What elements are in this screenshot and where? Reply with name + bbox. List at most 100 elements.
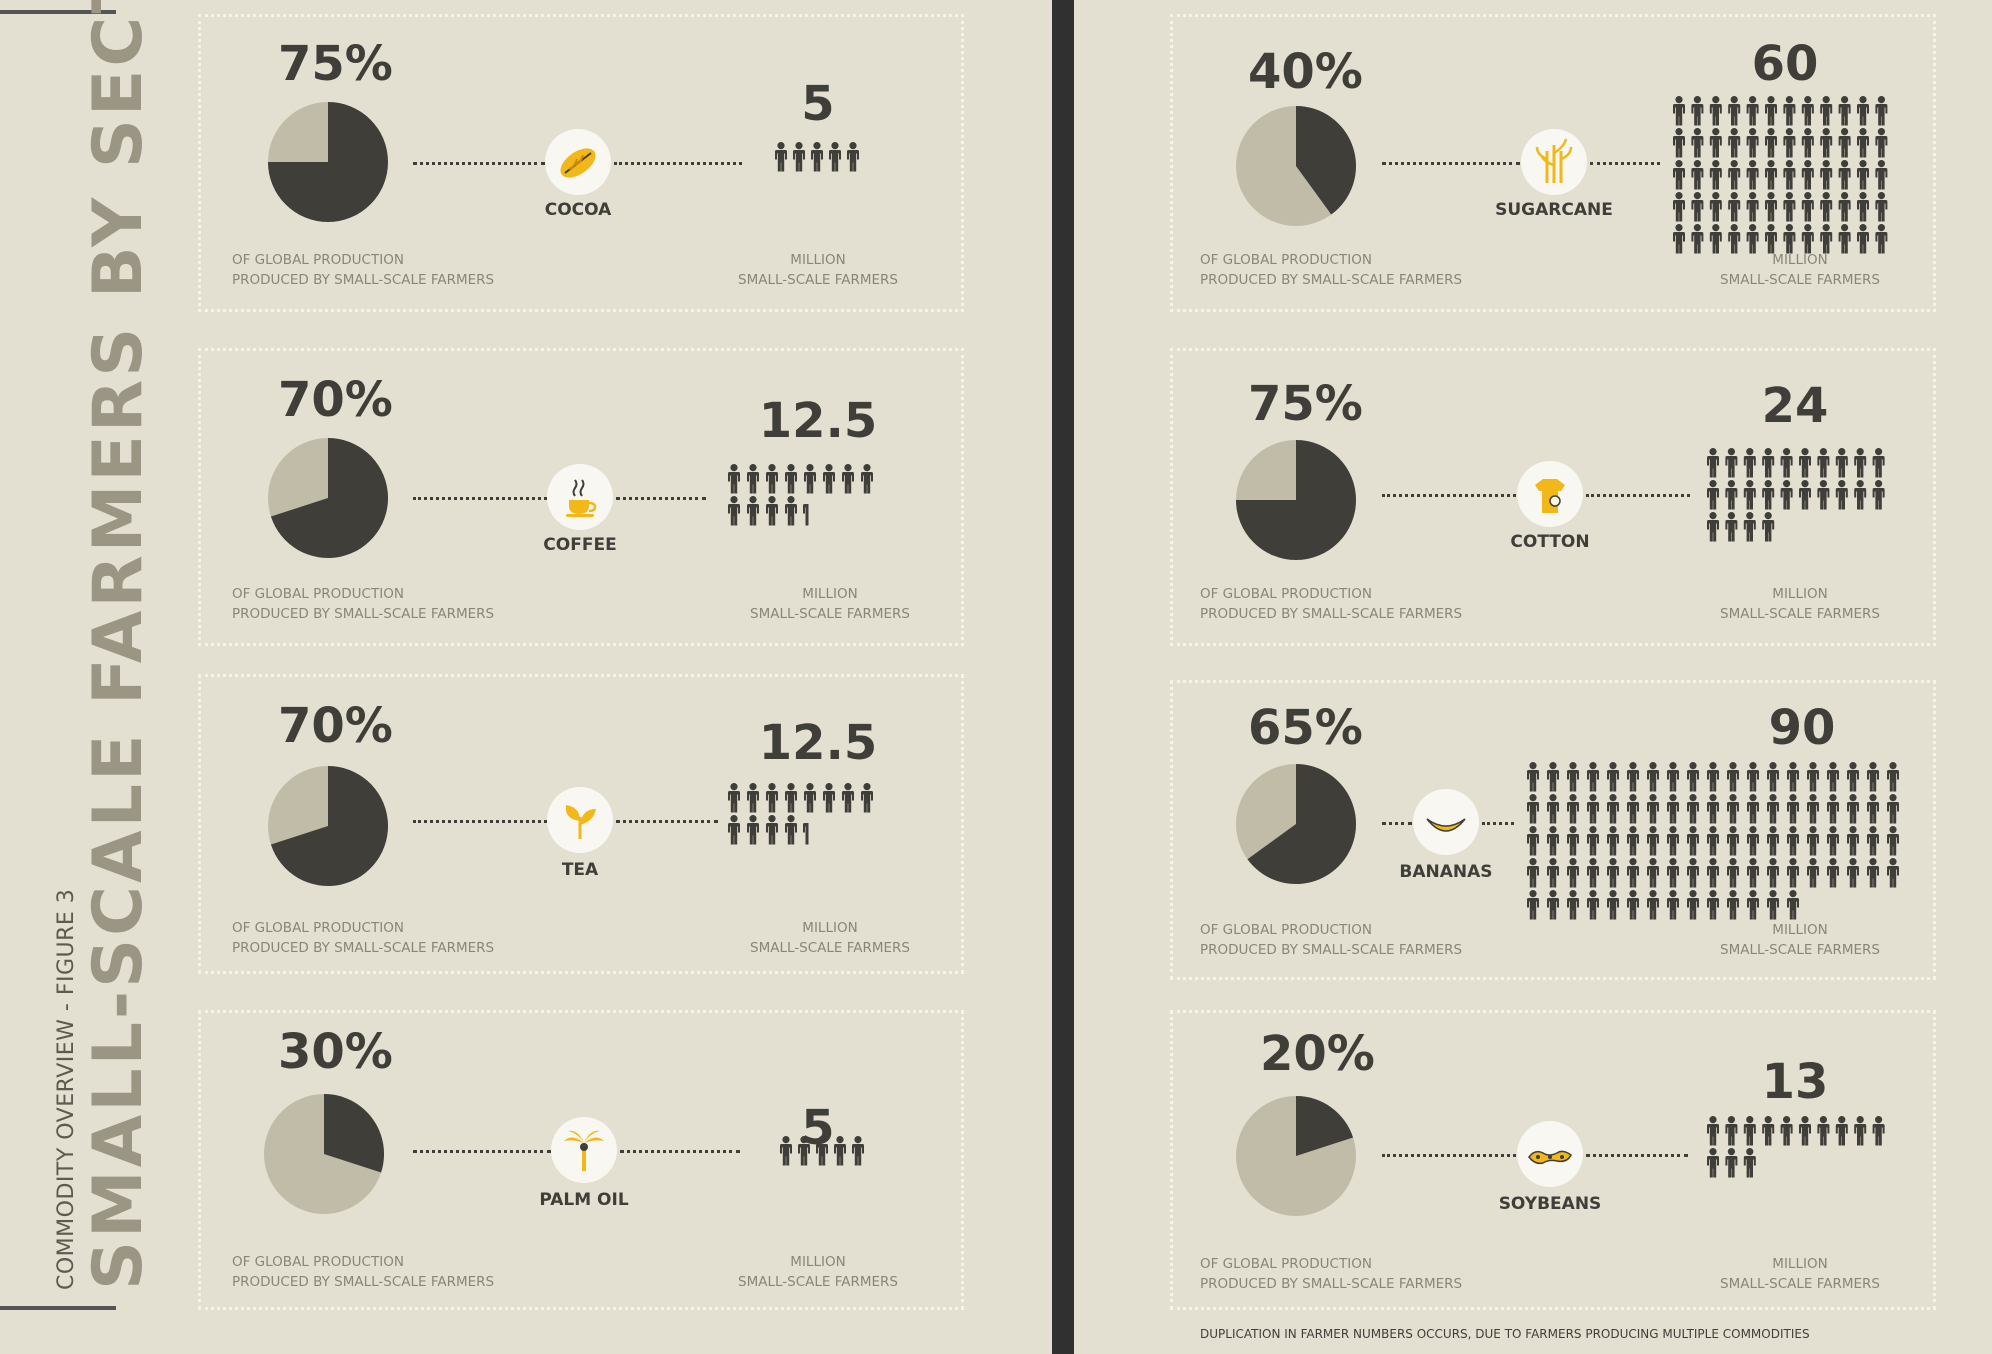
farmer-figure <box>1867 794 1879 824</box>
soybeans-production-label: OF GLOBAL PRODUCTION PRODUCED BY SMALL-SC… <box>1200 1254 1462 1294</box>
farmers-label-line2: SMALL-SCALE FARMERS <box>1720 1276 1880 1292</box>
tea-share-percent: 70% <box>278 698 393 754</box>
farmer-figure <box>1817 480 1830 510</box>
palm-oil-farmers-label: MILLION SMALL-SCALE FARMERS <box>698 1252 938 1292</box>
farmer-figure <box>1780 448 1793 478</box>
farmer-figure <box>1787 762 1799 792</box>
pie-share-slice <box>1296 1096 1354 1156</box>
farmer-figure <box>1857 160 1869 190</box>
production-label-line1: OF GLOBAL PRODUCTION <box>1200 1256 1372 1272</box>
farmer-figure <box>852 1136 864 1166</box>
farmer-figure <box>1762 1116 1775 1146</box>
farmer-figure <box>1827 794 1839 824</box>
farmer-figure <box>1567 794 1579 824</box>
farmer-figure <box>803 504 809 526</box>
coffee-share-percent: 70% <box>278 372 393 428</box>
farmer-figure <box>1787 794 1799 824</box>
tea-farmers-count: 12.5 <box>758 715 878 771</box>
farmer-figure <box>1691 96 1704 126</box>
farmer-figure <box>1847 826 1859 856</box>
farmer-figure <box>1607 762 1619 792</box>
farmer-figure <box>1667 794 1679 824</box>
sugarcane-name: SUGARCANE <box>1495 200 1613 220</box>
farmer-figure <box>1767 858 1779 888</box>
farmer-figure <box>1647 794 1659 824</box>
farmer-figure <box>1801 192 1814 222</box>
farmer-figure <box>1691 160 1704 190</box>
production-label-line1: OF GLOBAL PRODUCTION <box>232 586 404 602</box>
farmer-figure <box>1787 826 1799 856</box>
farmer-figure <box>1727 826 1739 856</box>
sugarcane-connector-left <box>1382 162 1520 165</box>
farmer-figure <box>847 142 859 172</box>
farmer-figure <box>1567 826 1579 856</box>
bananas-farmers-count: 90 <box>1768 700 1836 756</box>
farmer-figure <box>1567 762 1579 792</box>
farmer-figure <box>1887 794 1899 824</box>
production-label-line1: OF GLOBAL PRODUCTION <box>1200 252 1372 268</box>
farmer-figure <box>1762 448 1775 478</box>
farmer-figure <box>728 815 740 845</box>
farmer-figure <box>785 496 797 526</box>
sugarcane-pie-chart <box>1236 106 1356 230</box>
production-label-line2: PRODUCED BY SMALL-SCALE FARMERS <box>232 272 495 288</box>
farmer-figure <box>1527 762 1539 792</box>
farmer-figure <box>1827 762 1839 792</box>
cotton-name: COTTON <box>1510 532 1590 552</box>
farmer-figure <box>1801 128 1814 158</box>
pie-share-slice <box>1296 106 1356 215</box>
palm-oil-name: PALM OIL <box>539 1190 629 1210</box>
cotton-farmers-label: MILLION SMALL-SCALE FARMERS <box>1680 584 1920 624</box>
farmer-figure <box>1807 762 1819 792</box>
commodity-card-cotton <box>1170 348 1936 646</box>
farmers-label-line2: SMALL-SCALE FARMERS <box>738 1274 898 1290</box>
tea-production-label: OF GLOBAL PRODUCTION PRODUCED BY SMALL-SC… <box>232 918 494 958</box>
farmer-figure <box>1647 762 1659 792</box>
farmer-figure <box>766 783 778 813</box>
farmer-figure <box>1872 480 1885 510</box>
farmer-figure <box>1887 762 1899 792</box>
column-divider <box>1052 0 1074 1354</box>
cotton-production-label: OF GLOBAL PRODUCTION PRODUCED BY SMALL-SC… <box>1200 584 1462 624</box>
footnote: DUPLICATION IN FARMER NUMBERS OCCURS, DU… <box>1200 1327 1810 1341</box>
farmer-figure <box>1527 858 1539 888</box>
palm-tree-icon <box>551 1117 617 1183</box>
production-label-line2: PRODUCED BY SMALL-SCALE FARMERS <box>1200 272 1463 288</box>
farmer-figure <box>1743 448 1756 478</box>
farmers-label-line1: MILLION <box>1772 586 1828 602</box>
farmer-figure <box>1780 480 1793 510</box>
farmer-figure <box>1767 890 1779 920</box>
cotton-icon <box>1517 461 1583 527</box>
farmers-label-line2: SMALL-SCALE FARMERS <box>738 272 898 288</box>
palm-oil-connector-right <box>620 1150 740 1153</box>
farmer-figure <box>1627 794 1639 824</box>
farmer-figure <box>1872 1116 1885 1146</box>
farmer-figure <box>1547 794 1559 824</box>
farmer-figure <box>1627 826 1639 856</box>
farmer-figure <box>803 823 809 845</box>
farmer-figure <box>1709 96 1722 126</box>
farmer-figure <box>747 815 759 845</box>
farmer-figure <box>1746 192 1759 222</box>
farmer-figure <box>1746 224 1759 254</box>
tea-pie-chart <box>268 766 388 890</box>
farmer-figure <box>1547 890 1559 920</box>
farmer-figure <box>1627 858 1639 888</box>
farmer-figure <box>1847 794 1859 824</box>
farmer-figure <box>1854 1116 1867 1146</box>
farmer-figure <box>842 464 854 494</box>
farmer-figure <box>780 1136 792 1166</box>
farmer-figure <box>1728 224 1741 254</box>
farmer-figure <box>1667 826 1679 856</box>
farmer-figure <box>1747 826 1759 856</box>
farmer-figure <box>1687 762 1699 792</box>
figure-title: SMALL-SCALE FARMERS BY SECTOR <box>79 0 158 1290</box>
farmer-figure <box>1743 1116 1756 1146</box>
farmer-figure <box>1607 794 1619 824</box>
sugarcane-icon <box>1521 129 1587 195</box>
farmer-figure <box>1647 858 1659 888</box>
soybeans-name: SOYBEANS <box>1498 1194 1602 1214</box>
farmers-label-line1: MILLION <box>802 586 858 602</box>
farmer-figure <box>1673 96 1685 126</box>
commodity-card-bananas <box>1170 680 1936 980</box>
